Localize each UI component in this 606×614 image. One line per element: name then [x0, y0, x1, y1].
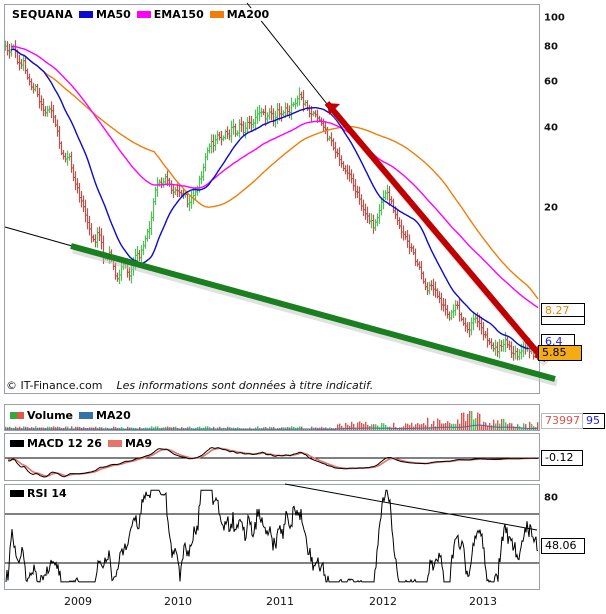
ema150-line: [10, 45, 539, 309]
ema150-swatch: [136, 11, 151, 18]
price-tick-40: 40: [544, 122, 558, 134]
last-price-tag: 5.85: [538, 345, 582, 361]
volume-value-tag: 73997: [541, 413, 583, 429]
volume-ma20-line: [5, 424, 538, 430]
volume-ma20-swatch: [79, 412, 93, 419]
symbol-label: SEQUANA: [12, 8, 74, 21]
macd-line: [7, 447, 539, 478]
macd-value-tag: -0.12: [541, 450, 583, 466]
xaxis-label-2009: 2009: [64, 595, 92, 608]
macd-swatch: [10, 440, 24, 447]
price-tick-100: 100: [544, 12, 565, 24]
legend-item-volume: Volume: [10, 409, 73, 422]
volume-swatch: [10, 412, 24, 419]
macd-signal-line: [7, 447, 538, 477]
price-panel: [4, 4, 540, 394]
rsi-tick-80: 80: [544, 492, 558, 504]
macd-ma9-swatch: [107, 440, 122, 447]
price-tag-spacer: [541, 316, 585, 325]
legend-item-ma200: MA200: [209, 8, 270, 21]
rsi-label: RSI 14: [27, 487, 67, 500]
macd-series-svg: [5, 447, 539, 478]
legend-item-macd-ma9: MA9: [107, 437, 153, 450]
macd-plot: [5, 434, 539, 480]
ma200-label: MA200: [226, 8, 270, 21]
price-tick-80: 80: [544, 41, 558, 53]
rsi-swatch: [10, 490, 24, 497]
volume-plot: [5, 405, 539, 430]
macd-legend: MACD 12 26 MA9: [8, 437, 155, 450]
footer-note: © IT-Finance.com Les informations sont do…: [6, 379, 373, 392]
price-tick-20: 20: [544, 202, 558, 214]
xaxis-label-2010: 2010: [164, 595, 192, 608]
rsi-value-tag: 48.06: [541, 538, 585, 554]
price-tick-60: 60: [544, 76, 558, 88]
rsi-series-svg: [5, 489, 539, 583]
price-plot: [5, 5, 539, 393]
xaxis-label-2013: 2013: [469, 595, 497, 608]
rsi-panel: [4, 484, 540, 590]
ma200-line: [10, 48, 539, 300]
volume-legend: Volume MA20: [8, 409, 133, 422]
legend-item-volume-ma20: MA20: [79, 409, 131, 422]
legend-item-rsi: RSI 14: [10, 487, 67, 500]
volume-label: Volume: [27, 409, 73, 422]
macd-ma9-label: MA9: [124, 437, 153, 450]
ma50-swatch: [79, 11, 94, 18]
disclaimer-text: Les informations sont données à titre in…: [116, 379, 374, 392]
volume-ma20-value-tag: 95: [583, 413, 605, 429]
price-series-svg: [5, 40, 539, 361]
xaxis-label-2011: 2011: [266, 595, 294, 608]
ohlc-bars: [5, 40, 539, 361]
rsi-plot: [5, 485, 539, 589]
volume-series-svg: [5, 410, 539, 430]
macd-label: MACD 12 26: [27, 437, 102, 450]
legend-item-macd: MACD 12 26: [10, 437, 102, 450]
xaxis-label-2012: 2012: [369, 595, 397, 608]
legend-item-ema150: EMA150: [136, 8, 204, 21]
price-legend: SEQUANA MA50 EMA150 MA200: [10, 8, 272, 21]
ma50-label: MA50: [96, 8, 131, 21]
legend-item-ma50: MA50: [79, 8, 131, 21]
rsi-legend: RSI 14: [8, 487, 69, 500]
rsi-line: [5, 489, 539, 583]
ema150-label: EMA150: [153, 8, 204, 21]
volume-ma20-label: MA20: [96, 409, 131, 422]
copyright-text: © IT-Finance.com: [6, 379, 103, 392]
ma200-swatch: [209, 11, 224, 18]
